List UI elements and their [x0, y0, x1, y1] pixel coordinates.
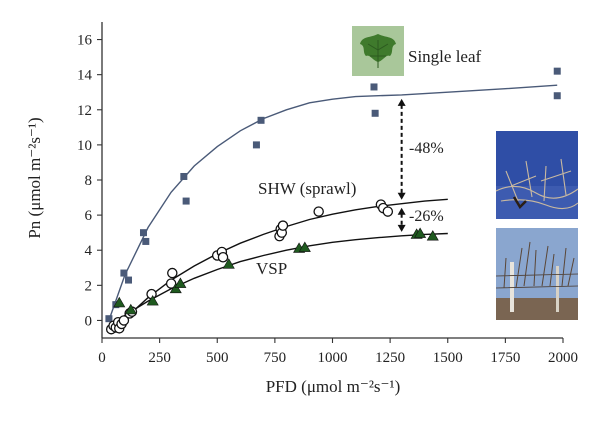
x-axis-title: PFD (μmol m⁻²s⁻¹) — [266, 377, 401, 396]
y-tick-label: 4 — [85, 243, 93, 259]
arrow-48-head-bottom — [397, 192, 406, 200]
y-tick-label: 6 — [85, 208, 93, 224]
fit-curve-circle-open — [110, 198, 448, 330]
point-shw — [277, 220, 289, 231]
point-single-leaf — [370, 83, 378, 91]
point-single-leaf — [125, 276, 133, 284]
point-vsp — [222, 258, 235, 269]
point-single-leaf — [371, 109, 379, 117]
y-tick-label: 10 — [77, 138, 92, 154]
x-tick-label: 1250 — [375, 350, 405, 366]
data-points — [105, 67, 561, 335]
point-shw — [167, 267, 178, 279]
point-shw — [118, 315, 130, 326]
point-single-leaf — [182, 197, 190, 205]
fit-curve-triangle — [110, 232, 448, 329]
leaf-photo — [352, 26, 404, 76]
x-tick-label: 1500 — [433, 350, 463, 366]
arrow-26-head-bottom — [397, 224, 406, 232]
point-single-leaf — [139, 229, 147, 237]
y-axis-title: Pn (μmol m⁻²s⁻¹) — [25, 117, 44, 238]
x-tick-label: 500 — [206, 350, 229, 366]
x-tick-label: 2000 — [548, 350, 578, 366]
point-single-leaf — [120, 269, 128, 277]
y-tick-label: 0 — [85, 313, 93, 329]
comparison-arrows — [397, 98, 406, 232]
fit-curve-square — [108, 84, 558, 321]
point-vsp — [426, 230, 439, 241]
y-tick-label: 2 — [85, 278, 93, 294]
y-tick-label: 12 — [77, 103, 92, 119]
point-single-leaf — [553, 67, 561, 75]
point-vsp — [298, 241, 311, 252]
annotation-single-leaf: Single leaf — [408, 47, 482, 66]
point-vsp — [174, 277, 187, 288]
y-tick-label: 16 — [77, 33, 93, 49]
point-single-leaf — [252, 141, 260, 149]
point-vsp — [124, 303, 137, 315]
point-vsp — [169, 282, 182, 294]
annotation-pct26: -26% — [409, 208, 444, 225]
x-tick-label: 750 — [264, 350, 287, 366]
y-tick-label: 8 — [85, 173, 93, 189]
arrow-26-head-top — [397, 207, 406, 215]
point-single-leaf — [142, 237, 150, 245]
point-single-leaf — [553, 92, 561, 100]
tick-labels: 0 250 500 750 1000 1250 1500 1750 2000 0 2 4 6 8 10 12 1… — [77, 33, 578, 366]
point-vsp — [113, 296, 126, 308]
point-shw — [217, 251, 229, 263]
point-single-leaf — [105, 315, 113, 323]
x-tick-label: 1750 — [490, 350, 520, 366]
y-tick-label: 14 — [77, 68, 93, 84]
sprawl-canopy-photo — [495, 131, 579, 219]
x-tick-label: 1000 — [318, 350, 348, 366]
point-single-leaf — [180, 172, 188, 180]
annotation-shw: SHW (sprawl) — [258, 179, 356, 198]
point-vsp — [414, 227, 427, 238]
axes — [97, 22, 564, 343]
annotation-vsp: VSP — [256, 259, 287, 278]
point-shw — [313, 206, 324, 217]
point-shw — [382, 206, 394, 217]
x-tick-label: 250 — [148, 350, 171, 366]
point-vsp — [146, 295, 159, 306]
point-single-leaf — [257, 116, 265, 124]
x-tick-label: 0 — [98, 350, 106, 366]
vsp-canopy-photo — [495, 228, 579, 320]
annotation-pct48: -48% — [409, 140, 444, 157]
fit-curves — [108, 84, 558, 330]
arrow-48-head-top — [397, 98, 406, 106]
